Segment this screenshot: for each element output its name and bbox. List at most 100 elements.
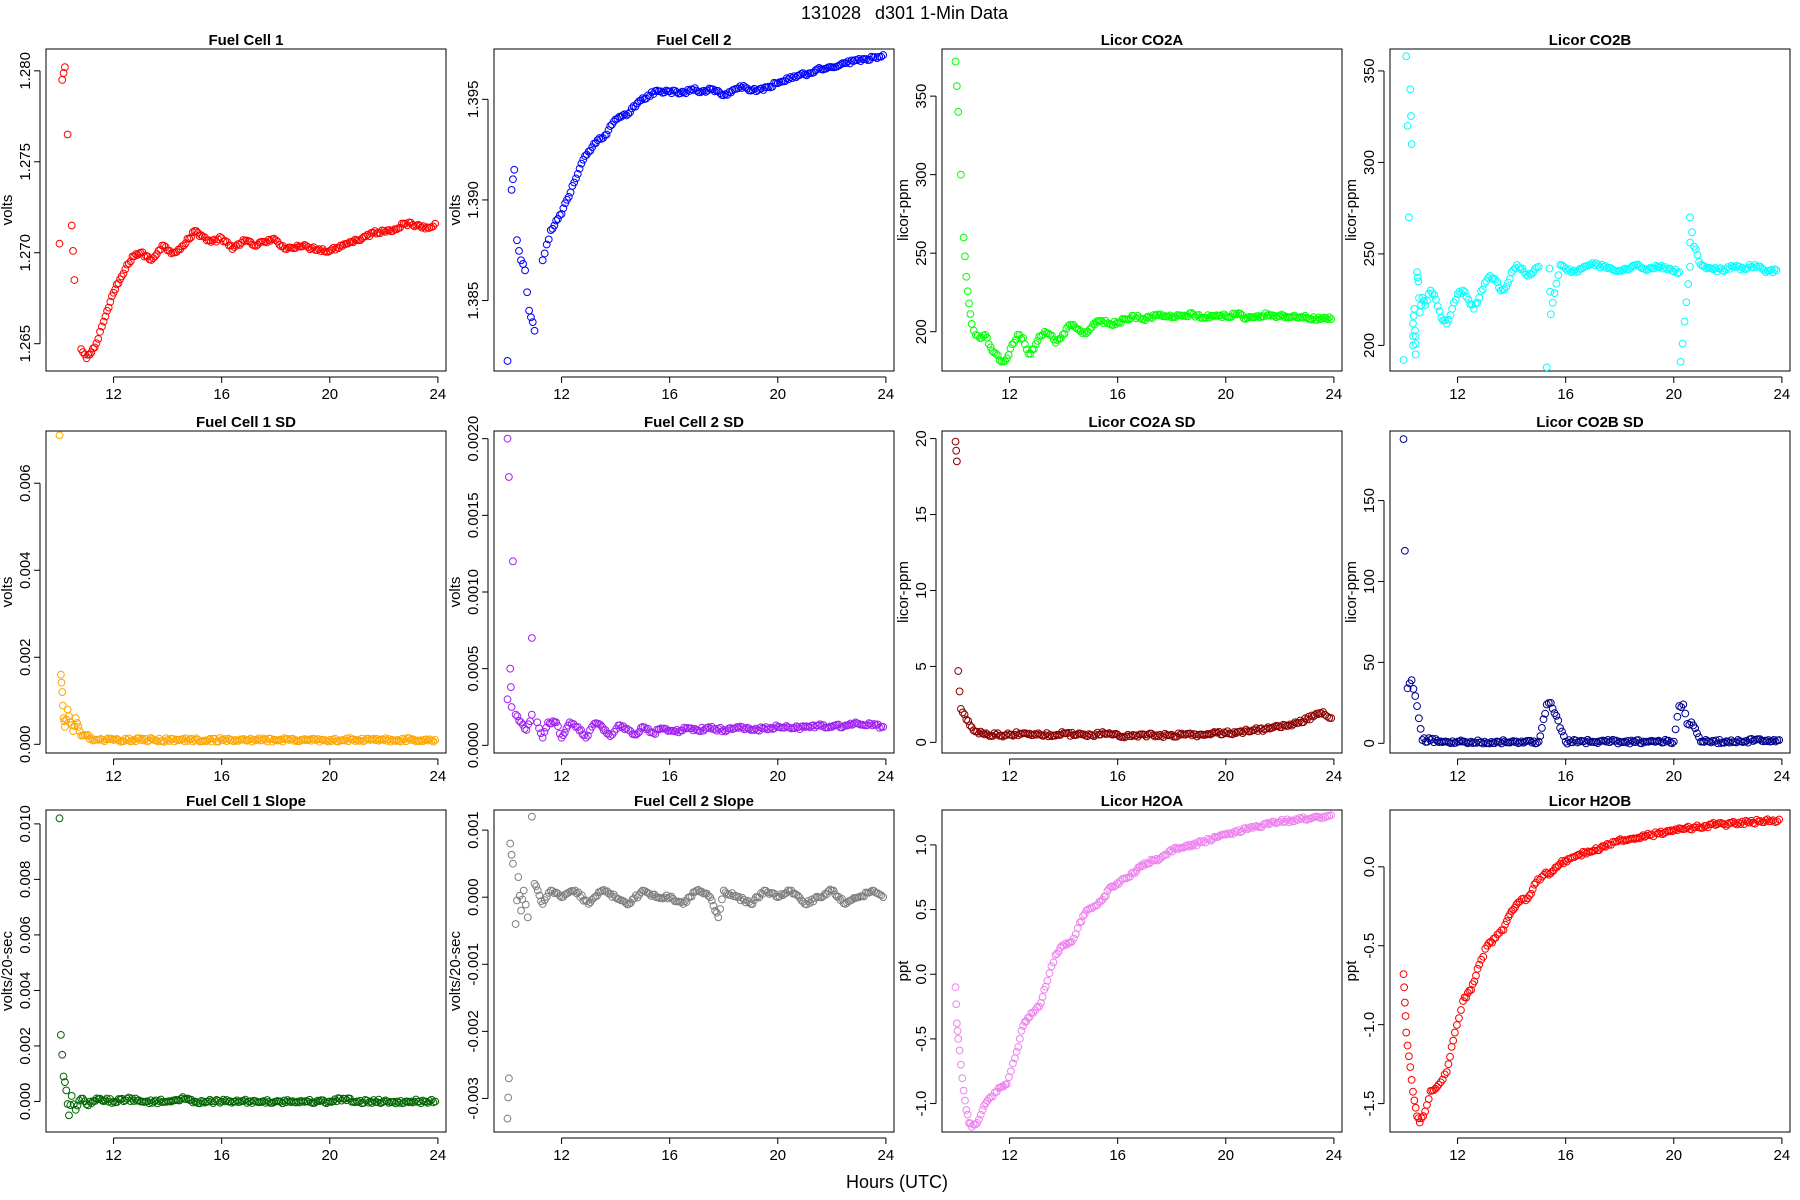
data-point — [716, 723, 725, 732]
data-point — [1415, 1118, 1424, 1127]
data-point — [985, 1094, 993, 1103]
x-tick-label: 16 — [1557, 768, 1574, 785]
data-point — [726, 724, 735, 732]
data-point — [1684, 280, 1693, 288]
y-tick-label: 350 — [1361, 58, 1378, 83]
data-point — [593, 136, 602, 145]
data-point — [1403, 1041, 1412, 1050]
data-point — [1617, 266, 1626, 275]
data-point — [1500, 285, 1509, 294]
panel-2: Licor CO2A 12 16 20 24 200 250 300 350 licor-ppm — [895, 32, 1343, 403]
data-point — [1105, 884, 1113, 893]
data-point — [1441, 316, 1449, 325]
data-point — [1546, 287, 1555, 296]
data-point — [1754, 817, 1763, 826]
data-point — [351, 737, 360, 745]
data-point — [1462, 993, 1471, 1002]
data-point — [877, 52, 886, 61]
data-point — [1413, 268, 1421, 277]
y-tick-label: 0.0005 — [465, 646, 482, 692]
y-tick-label: 250 — [913, 241, 930, 266]
data-point — [1487, 737, 1496, 746]
data-point — [1407, 140, 1416, 149]
data-point — [1700, 262, 1709, 271]
y-tick-label: 0.002 — [17, 1027, 34, 1065]
data-point — [55, 239, 64, 248]
data-point — [624, 110, 633, 118]
data-point — [229, 737, 238, 746]
y-tick-label: -0.003 — [465, 1077, 482, 1120]
data-point — [503, 1114, 512, 1123]
data-point — [1671, 265, 1680, 274]
data-point — [422, 735, 431, 744]
data-point — [1247, 822, 1255, 831]
data-point — [1669, 267, 1678, 276]
data-point — [315, 1097, 324, 1106]
data-point — [748, 86, 757, 94]
figure-title-desc: 1-Min Data — [920, 3, 1009, 23]
data-point — [1106, 882, 1115, 891]
x-tick-label: 20 — [1217, 1147, 1234, 1164]
data-point — [1622, 738, 1631, 747]
data-point — [961, 252, 969, 261]
data-point — [305, 735, 314, 744]
data-point — [1532, 263, 1541, 272]
data-point — [410, 222, 419, 231]
data-point — [542, 892, 551, 901]
data-point — [615, 895, 623, 903]
panel-title: Licor H2OA — [1101, 793, 1184, 810]
data-point — [1405, 1052, 1413, 1061]
data-point — [765, 890, 774, 898]
data-point — [1450, 1028, 1459, 1037]
y-tick-label: 0.008 — [17, 861, 34, 899]
data-point — [58, 701, 67, 710]
data-point — [527, 812, 536, 821]
data-point — [1186, 729, 1195, 738]
y-tick-label: 0.5 — [913, 899, 930, 920]
data-point — [504, 473, 513, 481]
panel-3: Licor CO2B 12 16 20 24 200 250 300 350 licor-ppm — [1343, 32, 1791, 403]
data-point — [392, 225, 401, 234]
x-tick-label: 24 — [1326, 386, 1343, 403]
data-point — [291, 244, 300, 252]
data-point — [963, 287, 972, 296]
data-point — [1414, 714, 1423, 723]
data-point — [1188, 731, 1196, 740]
data-point — [1536, 732, 1545, 741]
x-tick-label: 12 — [105, 768, 122, 785]
panel-11: Licor H2OB 12 16 20 24 -1.5 -1.0 -0.5 0.0 ppt — [1343, 793, 1791, 1164]
data-point — [1215, 832, 1224, 840]
data-point — [1325, 713, 1334, 722]
data-point — [1438, 1075, 1447, 1084]
data-point — [292, 736, 300, 745]
data-point — [341, 1094, 349, 1103]
data-point — [580, 731, 589, 740]
data-point — [621, 899, 630, 907]
data-point — [702, 889, 711, 898]
data-point — [658, 724, 667, 733]
data-point — [555, 891, 564, 900]
data-point — [1405, 679, 1414, 688]
y-tick-label: 250 — [1361, 241, 1378, 266]
data-point — [1411, 326, 1419, 335]
data-point — [1561, 264, 1570, 273]
data-point — [966, 310, 975, 318]
data-point — [1542, 700, 1551, 709]
data-point — [1432, 295, 1440, 304]
data-point — [711, 906, 719, 915]
data-point — [533, 886, 542, 895]
data-point — [1522, 270, 1530, 279]
data-point — [1457, 1006, 1465, 1014]
data-point — [1323, 315, 1332, 324]
data-point — [1142, 860, 1151, 869]
data-point — [604, 126, 613, 135]
data-point — [672, 725, 681, 734]
data-point — [767, 723, 775, 732]
data-point — [1763, 815, 1772, 824]
data-point — [405, 734, 414, 743]
data-point — [1457, 736, 1465, 745]
data-point — [1531, 264, 1539, 273]
data-point — [1076, 327, 1085, 336]
y-axis-label: licor-ppm — [1343, 561, 1360, 623]
